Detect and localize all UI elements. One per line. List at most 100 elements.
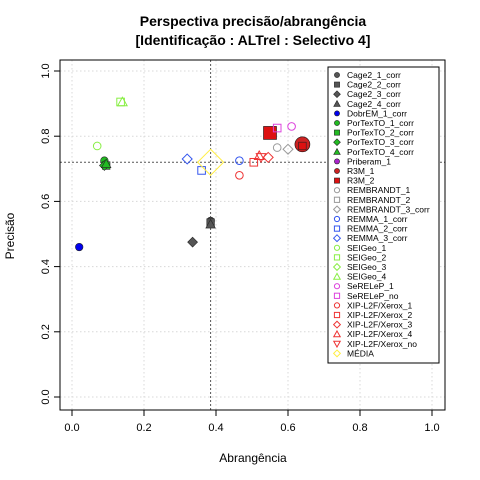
- y-tick-label: 0.4: [40, 259, 52, 274]
- legend-box: [327, 66, 440, 364]
- legend-marker: [332, 262, 342, 272]
- chart-subtitle: [Identificação : ALTrel : Selectivo 4]: [136, 32, 371, 48]
- data-point: [272, 143, 282, 152]
- legend-marker: [332, 272, 342, 280]
- data-point: [196, 148, 225, 176]
- data-point: [116, 96, 128, 107]
- legend-entry: REMBRANDT_3_corr: [347, 204, 430, 214]
- y-tick-label: 0.0: [40, 389, 52, 404]
- legend-marker: [333, 187, 341, 194]
- legend-marker: [333, 215, 341, 223]
- data-point: [235, 156, 244, 165]
- legend-marker: [333, 90, 341, 99]
- legend-entry: SEIGeo_2: [347, 252, 386, 262]
- data-point: [187, 236, 198, 248]
- legend-entry: REMBRANDT_2: [347, 195, 411, 205]
- legend-marker: [333, 225, 341, 232]
- y-tick-label: 0.2: [40, 324, 52, 339]
- legend-entry: Priberam_1: [347, 156, 391, 166]
- y-tick-label: 1.0: [40, 63, 52, 78]
- x-tick-label: 1.0: [424, 422, 439, 434]
- legend-marker: [334, 110, 340, 117]
- legend-entry: Cage2_4_corr: [347, 99, 401, 109]
- legend-entry: XIP-L2F/Xerox_3: [347, 320, 412, 330]
- legend-entry: R3M_1: [347, 166, 375, 176]
- legend-marker: [332, 320, 342, 329]
- x-tick-label: 0.4: [208, 422, 223, 434]
- data-point: [181, 153, 193, 165]
- chart-title: Perspectiva precisão/abrangência: [140, 13, 367, 29]
- data-point: [205, 218, 216, 229]
- data-points: [75, 96, 313, 252]
- legend-marker: [333, 244, 341, 251]
- legend-entry: PorTexTO_2_corr: [347, 128, 414, 138]
- x-tick-label: 0.2: [136, 422, 151, 434]
- data-point: [255, 153, 267, 164]
- legend-entry: PorTexTO_1_corr: [347, 118, 414, 128]
- legend-marker: [333, 138, 341, 147]
- legend-marker: [334, 72, 340, 78]
- legend-entry: XIP-L2F/Xerox_no: [347, 339, 417, 349]
- x-axis-label: Abrangência: [219, 451, 287, 465]
- data-point: [75, 242, 84, 252]
- legend-marker: [332, 205, 342, 214]
- legend-entry: XIP-L2F/Xerox_2: [347, 310, 412, 320]
- data-point: [249, 157, 259, 167]
- legend-entry: SeRELeP_1: [347, 281, 394, 291]
- legend: Cage2_1_corrCage2_2_corrCage2_3_corrCage…: [327, 66, 440, 364]
- x-tick-label: 0.0: [64, 422, 79, 434]
- legend-marker: [334, 158, 340, 165]
- data-point: [100, 158, 112, 169]
- legend-marker: [333, 283, 341, 290]
- legend-marker: [333, 311, 341, 319]
- y-axis-label: Precisão: [3, 212, 17, 259]
- data-point: [287, 122, 296, 131]
- legend-entry: REMMA_1_corr: [347, 214, 408, 224]
- plot-frame: [59, 59, 446, 411]
- legend-marker: [333, 196, 341, 203]
- legend-marker: [332, 329, 342, 338]
- legend-entry: SEIGeo_1: [347, 243, 386, 253]
- legend-marker: [334, 81, 340, 88]
- legend-entry: REMMA_3_corr: [347, 233, 408, 243]
- y-tick-label: 0.8: [40, 129, 52, 144]
- legend-entry: REMMA_2_corr: [347, 224, 408, 234]
- x-tick-label: 0.6: [280, 422, 295, 434]
- data-point: [282, 143, 294, 155]
- legend-marker: [332, 340, 342, 349]
- legend-entry: Cage2_2_corr: [347, 80, 401, 90]
- data-point-halo: [291, 133, 313, 155]
- data-point: [197, 166, 206, 175]
- legend-entry: SeRELeP_no: [347, 291, 399, 301]
- legend-entry: XIP-L2F/Xerox_1: [347, 300, 412, 310]
- legend-marker: [334, 168, 340, 174]
- legend-marker: [332, 234, 342, 243]
- legend-entry: XIP-L2F/Xerox_4: [347, 329, 412, 339]
- legend-marker: [333, 147, 341, 155]
- legend-entry: SEIGeo_4: [347, 272, 386, 282]
- legend-marker: [334, 177, 340, 184]
- x-tick-label: 0.8: [352, 422, 367, 434]
- grid: [60, 60, 445, 410]
- legend-entry: DobrEM_1_corr: [347, 108, 407, 118]
- legend-entry: Cage2_1_corr: [347, 70, 401, 80]
- axes: 0.0 0.2 0.4 0.6 0.8 1.0 0.0 0.2 0.4 0.6 0.8 1.0: [40, 63, 440, 434]
- legend-marker: [334, 120, 340, 126]
- legend-marker: [333, 292, 341, 299]
- legend-entry: PorTexTO_4_corr: [347, 147, 414, 157]
- data-point: [298, 141, 307, 151]
- legend-marker: [333, 302, 341, 309]
- legend-entry: Cage2_3_corr: [347, 89, 401, 99]
- data-point: [92, 141, 102, 151]
- legend-entry: PorTexTO_3_corr: [347, 137, 414, 147]
- legend-marker: [332, 349, 342, 358]
- data-point: [235, 171, 244, 180]
- legend-entry: MÉDIA: [347, 348, 374, 358]
- legend-marker: [333, 254, 341, 261]
- y-tick-label: 0.6: [40, 194, 52, 209]
- data-point: [263, 126, 277, 140]
- legend-marker: [333, 99, 341, 107]
- legend-entry: R3M_2: [347, 176, 375, 186]
- legend-marker: [334, 129, 340, 136]
